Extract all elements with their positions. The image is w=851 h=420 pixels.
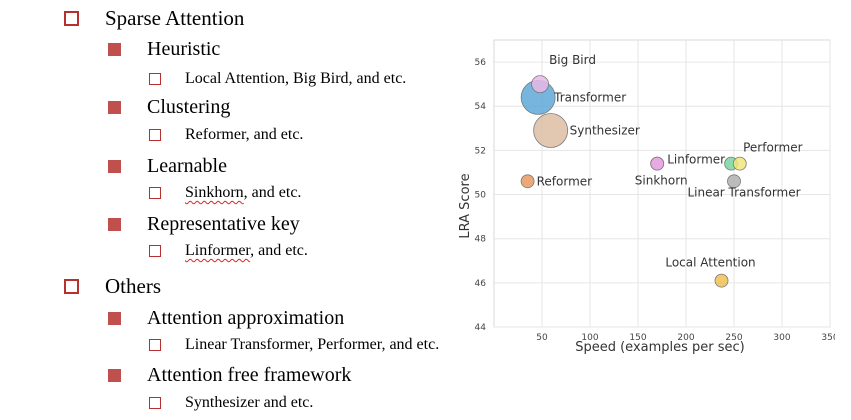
outline-item-level-3: Local Attention, Big Bird, and etc.: [149, 70, 406, 88]
y-tick-label: 56: [475, 58, 487, 68]
data-label: Performer: [743, 141, 802, 155]
outline-item-text: Synthesizer and etc.: [185, 394, 314, 411]
outline-item-text: Local Attention, Big Bird, and etc.: [185, 70, 407, 87]
hollow-square-bullet-icon: [149, 397, 161, 409]
x-tick-label: 250: [725, 333, 742, 343]
outline-item-level-2: Attention free framework: [108, 364, 351, 387]
x-tick-label: 150: [629, 333, 646, 343]
data-point-unlabeled: [732, 156, 747, 171]
x-tick-label: 300: [773, 333, 790, 343]
filled-square-bullet-icon: [108, 312, 121, 325]
data-point-big-bird: [531, 75, 549, 94]
filled-square-bullet-icon: [108, 43, 121, 56]
y-axis-label: LRA Score: [458, 173, 473, 238]
outline-item-level-3: Sinkhorn, and etc.: [149, 184, 301, 202]
data-point-linear-transformer: [727, 174, 741, 189]
x-tick-label: 100: [581, 333, 598, 343]
hollow-square-bullet-icon: [149, 339, 161, 351]
outline-item-level-2: Clustering: [108, 96, 230, 119]
x-axis-label: Speed (examples per sec): [575, 340, 745, 355]
outline-item-level-3: Reformer, and etc.: [149, 126, 303, 144]
hollow-square-bullet-icon: [149, 129, 161, 141]
data-label: Synthesizer: [570, 124, 640, 138]
data-label: Local Attention: [665, 256, 755, 270]
outline-item-level-3: Linformer, and etc.: [149, 242, 308, 260]
data-label: Sinkhorn: [635, 174, 688, 188]
outline-item-text: Attention approximation: [147, 307, 345, 329]
outline-item-level-2: Heuristic: [108, 38, 220, 61]
hollow-square-bullet-icon: [149, 245, 161, 257]
hollow-square-bullet-icon: [64, 11, 79, 26]
y-tick-label: 46: [475, 279, 487, 289]
x-tick-label: 50: [536, 333, 548, 343]
data-point-sinkhorn: [650, 156, 665, 171]
data-label: Big Bird: [549, 53, 596, 67]
x-tick-label: 350: [821, 333, 835, 343]
outline-item-text: Reformer, and etc.: [185, 126, 304, 143]
outline-item-text: Attention free framework: [147, 364, 352, 386]
data-point-local-attention: [714, 273, 729, 288]
outline-item-level-3: Linear Transformer, Performer, and etc.: [149, 336, 439, 354]
data-label: Linear Transformer: [687, 185, 800, 199]
y-tick-label: 44: [475, 323, 487, 333]
hollow-square-bullet-icon: [149, 73, 161, 85]
hollow-square-bullet-icon: [64, 279, 79, 294]
outline-item-text: Linear Transformer, Performer, and etc.: [185, 336, 440, 353]
data-point-synthesizer: [533, 113, 569, 148]
spellcheck-underlined-word: Sinkhorn: [185, 184, 244, 201]
data-label: Transformer: [553, 90, 626, 104]
outline-item-level-1: Others: [64, 274, 161, 299]
outline-item-level-1: Sparse Attention: [64, 6, 244, 31]
filled-square-bullet-icon: [108, 218, 121, 231]
data-point-reformer: [520, 174, 535, 189]
outline-item-text: Sinkhorn, and etc.: [185, 184, 302, 201]
x-tick-label: 200: [677, 333, 694, 343]
y-tick-label: 52: [475, 146, 486, 156]
y-tick-label: 54: [475, 102, 487, 112]
y-tick-label: 50: [475, 191, 487, 201]
y-tick-label: 48: [475, 235, 487, 245]
outline-item-level-2: Representative key: [108, 213, 300, 236]
outline-item-text: Representative key: [147, 213, 300, 235]
hollow-square-bullet-icon: [149, 187, 161, 199]
spellcheck-underlined-word: Linformer: [185, 242, 251, 259]
outline-item-level-2: Learnable: [108, 155, 227, 178]
outline-item-text: Others: [105, 274, 161, 298]
outline-item-text: Linformer, and etc.: [185, 242, 308, 259]
outline-item-text: Clustering: [147, 96, 231, 118]
filled-square-bullet-icon: [108, 160, 121, 173]
data-label: Reformer: [537, 174, 593, 188]
lra-scatter-chart: 44 46 48 50 52 54 56 50 100 150 200 250 300 350 Big …: [458, 39, 835, 355]
outline-item-text: Learnable: [147, 155, 227, 177]
outline-item-level-2: Attention approximation: [108, 307, 344, 330]
outline-item-text: Heuristic: [147, 38, 221, 60]
filled-square-bullet-icon: [108, 369, 121, 382]
outline-item-level-3: Synthesizer and etc.: [149, 394, 313, 412]
filled-square-bullet-icon: [108, 101, 121, 114]
outline-item-text: Sparse Attention: [105, 6, 245, 30]
data-label: Linformer: [667, 153, 725, 167]
